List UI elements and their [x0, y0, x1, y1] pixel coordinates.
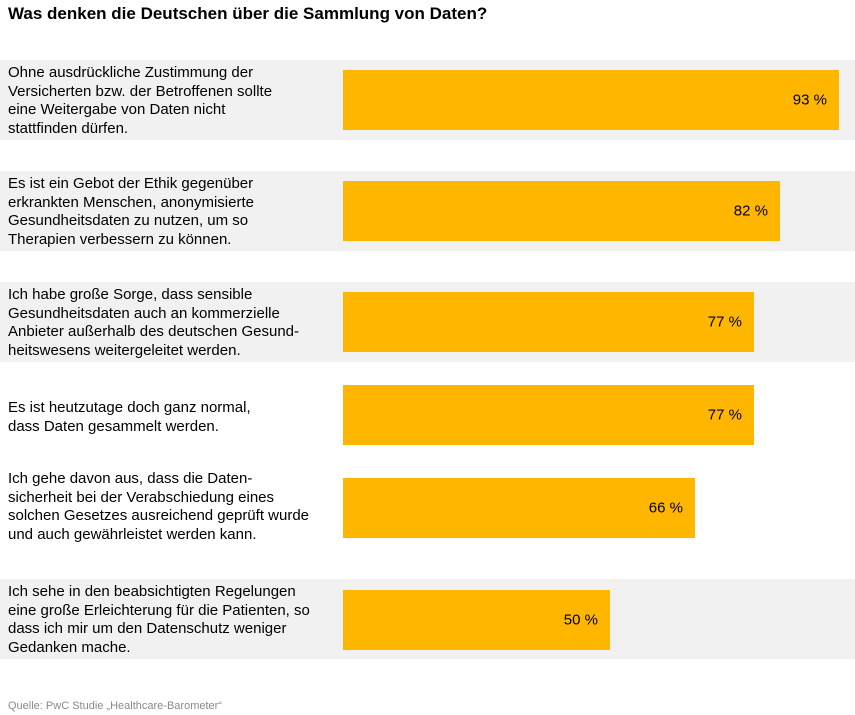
bar: 77 % [343, 385, 754, 445]
bar: 66 % [343, 478, 695, 538]
category-label: Ohne ausdrückliche Zustimmung der Versic… [8, 64, 273, 137]
bar: 50 % [343, 590, 610, 650]
data-label: 82 % [733, 202, 768, 220]
category-label: Es ist ein Gebot der Ethik gegenüber erk… [8, 175, 254, 248]
bar: 77 % [343, 292, 754, 352]
chart-title: Was denken die Deutschen über die Sammlu… [8, 4, 488, 23]
category-label: Ich habe große Sorge, dass sensible Gesu… [8, 286, 300, 359]
category-label: Ich sehe in den beabsichtigten Regelunge… [8, 583, 310, 656]
bar: 82 % [343, 181, 780, 241]
data-label: 66 % [648, 499, 683, 517]
category-label: Ich gehe davon aus, dass die Daten- sich… [8, 470, 310, 543]
data-label: 93 % [792, 91, 827, 109]
data-label: 77 % [707, 406, 742, 424]
data-label: 50 % [563, 611, 598, 629]
bar: 93 % [343, 70, 839, 130]
category-label: Es ist heutzutage doch ganz normal, dass… [8, 399, 251, 435]
source-note: Quelle: PwC Studie „Healthcare-Barometer… [8, 700, 222, 712]
data-label: 77 % [707, 313, 742, 331]
